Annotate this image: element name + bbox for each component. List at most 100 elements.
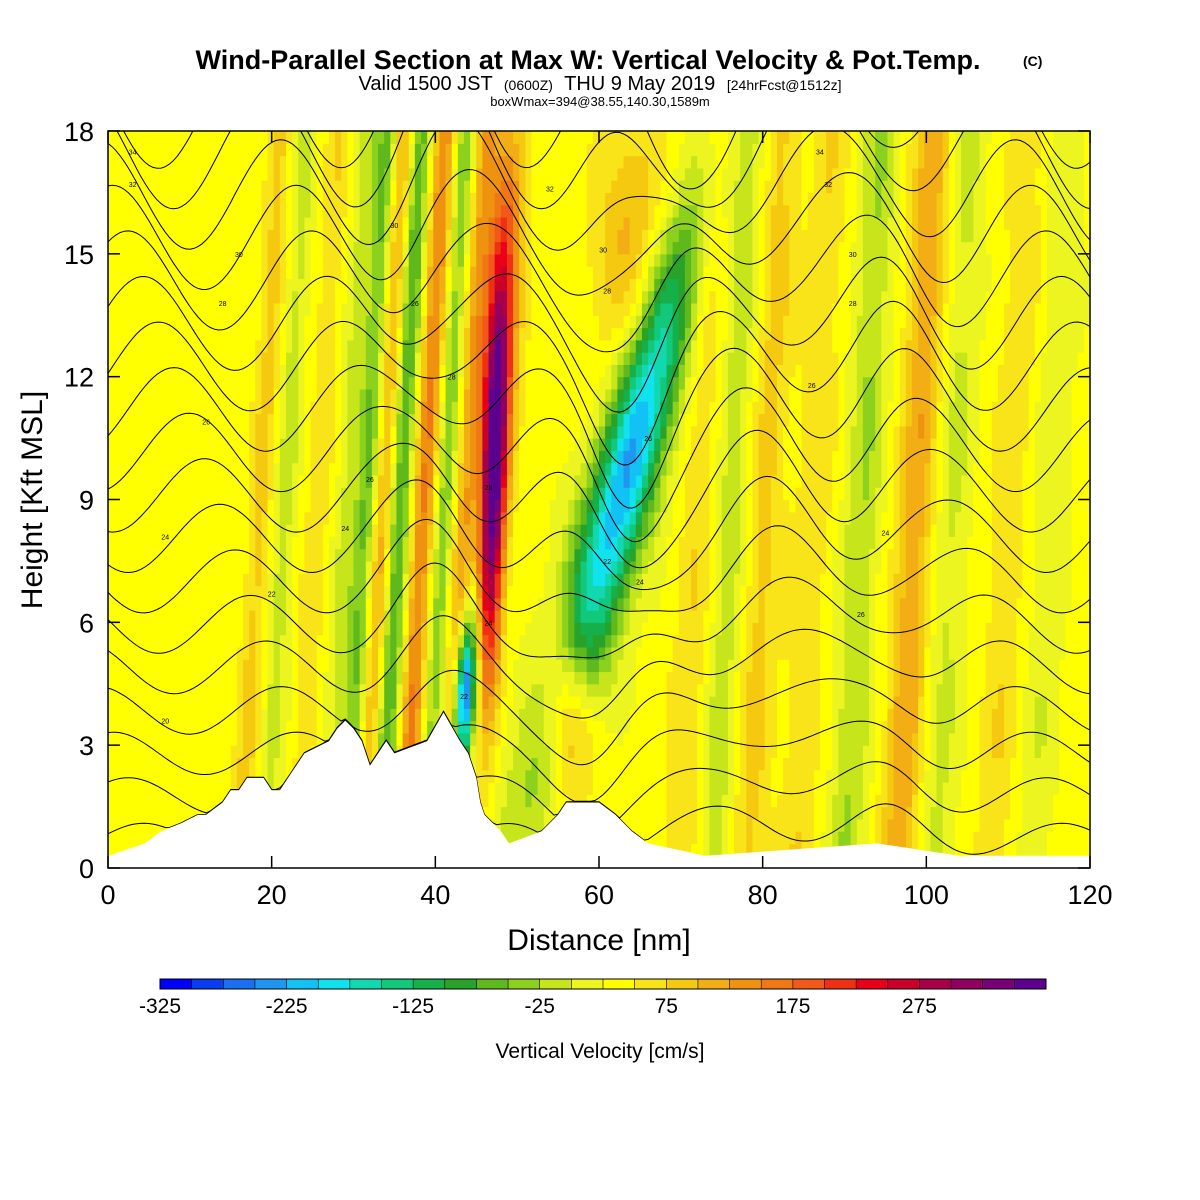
field-cell xyxy=(206,327,213,341)
field-cell xyxy=(193,450,201,464)
field-cell xyxy=(132,782,140,795)
field-cell xyxy=(212,339,220,353)
field-cell xyxy=(126,339,134,353)
field-cell xyxy=(144,241,152,255)
field-cell xyxy=(120,769,128,783)
field-cell xyxy=(236,339,244,353)
field-cell xyxy=(421,708,428,722)
field-cell xyxy=(543,806,551,820)
field-cell xyxy=(267,659,275,673)
field-cell xyxy=(476,364,483,378)
field-cell xyxy=(611,794,619,808)
field-cell xyxy=(359,253,367,267)
field-cell xyxy=(543,413,551,427)
field-cell xyxy=(549,155,557,169)
field-cell xyxy=(359,388,367,402)
field-cell xyxy=(427,216,434,230)
field-cell xyxy=(114,634,121,648)
field-cell xyxy=(513,425,520,439)
field-cell xyxy=(144,511,152,525)
field-cell xyxy=(316,352,324,365)
field-cell xyxy=(292,302,299,316)
field-cell xyxy=(224,474,232,488)
field-cell xyxy=(328,364,336,378)
field-cell xyxy=(482,401,490,415)
field-cell xyxy=(341,425,348,439)
field-cell xyxy=(580,425,588,439)
field-cell xyxy=(525,560,533,574)
field-cell xyxy=(126,216,134,230)
field-cell xyxy=(206,573,213,587)
field-cell xyxy=(537,204,545,218)
field-cell xyxy=(457,524,465,537)
field-cell xyxy=(322,499,330,513)
field-cell xyxy=(157,327,164,341)
field-cell xyxy=(371,548,379,562)
field-cell xyxy=(605,794,612,808)
field-cell xyxy=(513,462,520,476)
field-cell xyxy=(169,794,177,808)
field-cell xyxy=(138,462,146,476)
field-cell xyxy=(513,302,520,316)
field-cell xyxy=(599,253,606,267)
field-cell xyxy=(365,597,373,611)
field-cell xyxy=(322,683,330,697)
field-cell xyxy=(193,315,201,329)
field-cell xyxy=(421,278,428,292)
field-cell xyxy=(267,671,275,685)
field-cell xyxy=(267,683,275,697)
field-cell xyxy=(206,413,213,427)
field-cell xyxy=(611,511,619,525)
field-cell xyxy=(138,671,146,685)
field-cell xyxy=(310,339,318,353)
field-cell xyxy=(114,388,121,402)
field-cell xyxy=(543,131,551,144)
field-cell xyxy=(249,769,256,783)
field-cell xyxy=(611,155,619,169)
field-cell xyxy=(359,610,367,623)
field-cell xyxy=(408,696,416,709)
field-cell xyxy=(574,302,582,316)
field-cell xyxy=(390,339,398,353)
field-cell xyxy=(310,327,318,341)
field-cell xyxy=(163,696,170,709)
field-cell xyxy=(402,720,410,734)
field-cell xyxy=(433,155,441,169)
field-cell xyxy=(236,757,244,771)
field-cell xyxy=(556,339,563,353)
field-cell xyxy=(476,511,483,525)
field-cell xyxy=(402,376,410,390)
field-cell xyxy=(384,462,391,476)
field-cell xyxy=(341,450,348,464)
field-cell xyxy=(568,192,576,206)
field-cell xyxy=(310,155,318,169)
field-cell xyxy=(599,671,606,685)
field-cell xyxy=(476,229,483,243)
field-cell xyxy=(298,131,305,144)
field-cell xyxy=(175,720,183,734)
field-cell xyxy=(138,597,146,611)
field-cell xyxy=(267,487,275,501)
field-cell xyxy=(525,818,533,832)
field-cell xyxy=(506,167,514,181)
field-cell xyxy=(586,597,594,611)
field-cell xyxy=(384,143,391,157)
field-cell xyxy=(310,499,318,513)
field-cell xyxy=(150,782,158,795)
field-cell xyxy=(132,131,140,144)
field-cell xyxy=(261,622,269,636)
field-cell xyxy=(144,388,152,402)
field-cell xyxy=(421,696,428,709)
field-cell xyxy=(543,769,551,783)
field-cell xyxy=(390,266,398,279)
field-cell xyxy=(193,241,201,255)
field-cell xyxy=(230,732,238,746)
field-cell xyxy=(163,585,170,599)
field-cell xyxy=(138,180,146,194)
field-cell xyxy=(230,745,238,759)
field-cell xyxy=(605,585,612,599)
field-cell xyxy=(390,327,398,341)
field-cell xyxy=(150,659,158,673)
field-cell xyxy=(138,143,146,157)
field-cell xyxy=(138,364,146,378)
